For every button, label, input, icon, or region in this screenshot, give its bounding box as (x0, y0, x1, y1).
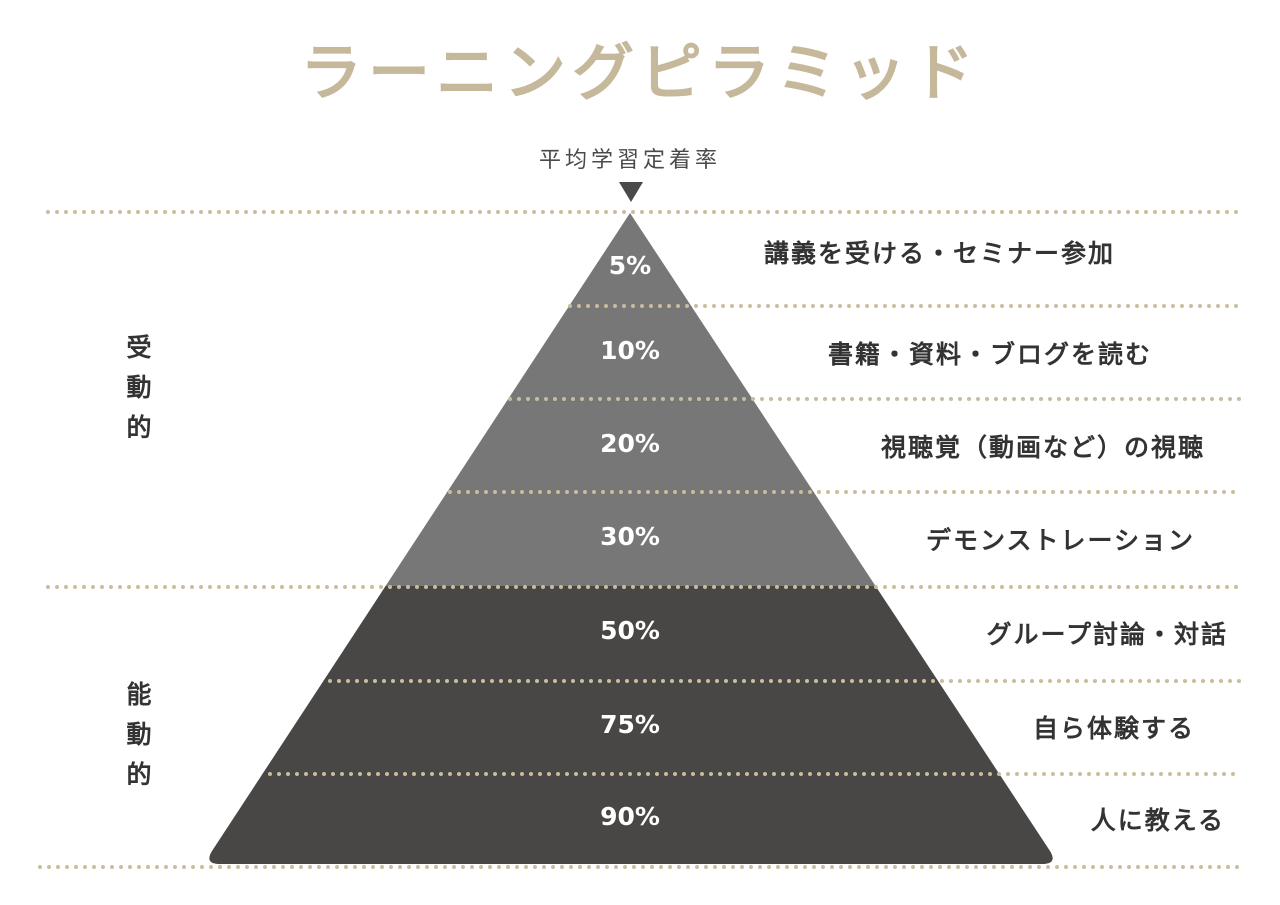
learning-method-label: グループ討論・対話 (986, 620, 1228, 649)
passive-group-label: 受動的 (126, 333, 152, 442)
retention-rate: 10% (600, 335, 660, 365)
pyramid-band-7 (209, 773, 1053, 864)
down-triangle-icon (619, 182, 643, 202)
learning-method-label: 自ら体験する (1032, 713, 1195, 743)
active-group-label: 能動的 (126, 680, 152, 789)
retention-rate: 90% (600, 801, 660, 831)
pyramid-band-6 (209, 680, 1053, 774)
learning-method-label: デモンストレーション (925, 526, 1195, 555)
average-retention-label: 平均学習定着率 (538, 148, 721, 173)
learning-method-label: 人に教える (1090, 805, 1225, 835)
learning-method-label: 視聴覚（動画など）の視聴 (880, 432, 1205, 462)
retention-rate: 50% (600, 616, 660, 645)
retention-rate: 20% (600, 428, 660, 458)
diagram-title: ラーニングピラミッド (299, 36, 980, 109)
retention-rate: 5% (608, 250, 652, 280)
learning-method-label: 講義を受ける・セミナー参加 (763, 238, 1115, 268)
retention-rate: 30% (600, 522, 660, 551)
learning-method-label: 書籍・資料・ブログを読む (827, 339, 1152, 369)
retention-rate: 75% (600, 709, 660, 739)
